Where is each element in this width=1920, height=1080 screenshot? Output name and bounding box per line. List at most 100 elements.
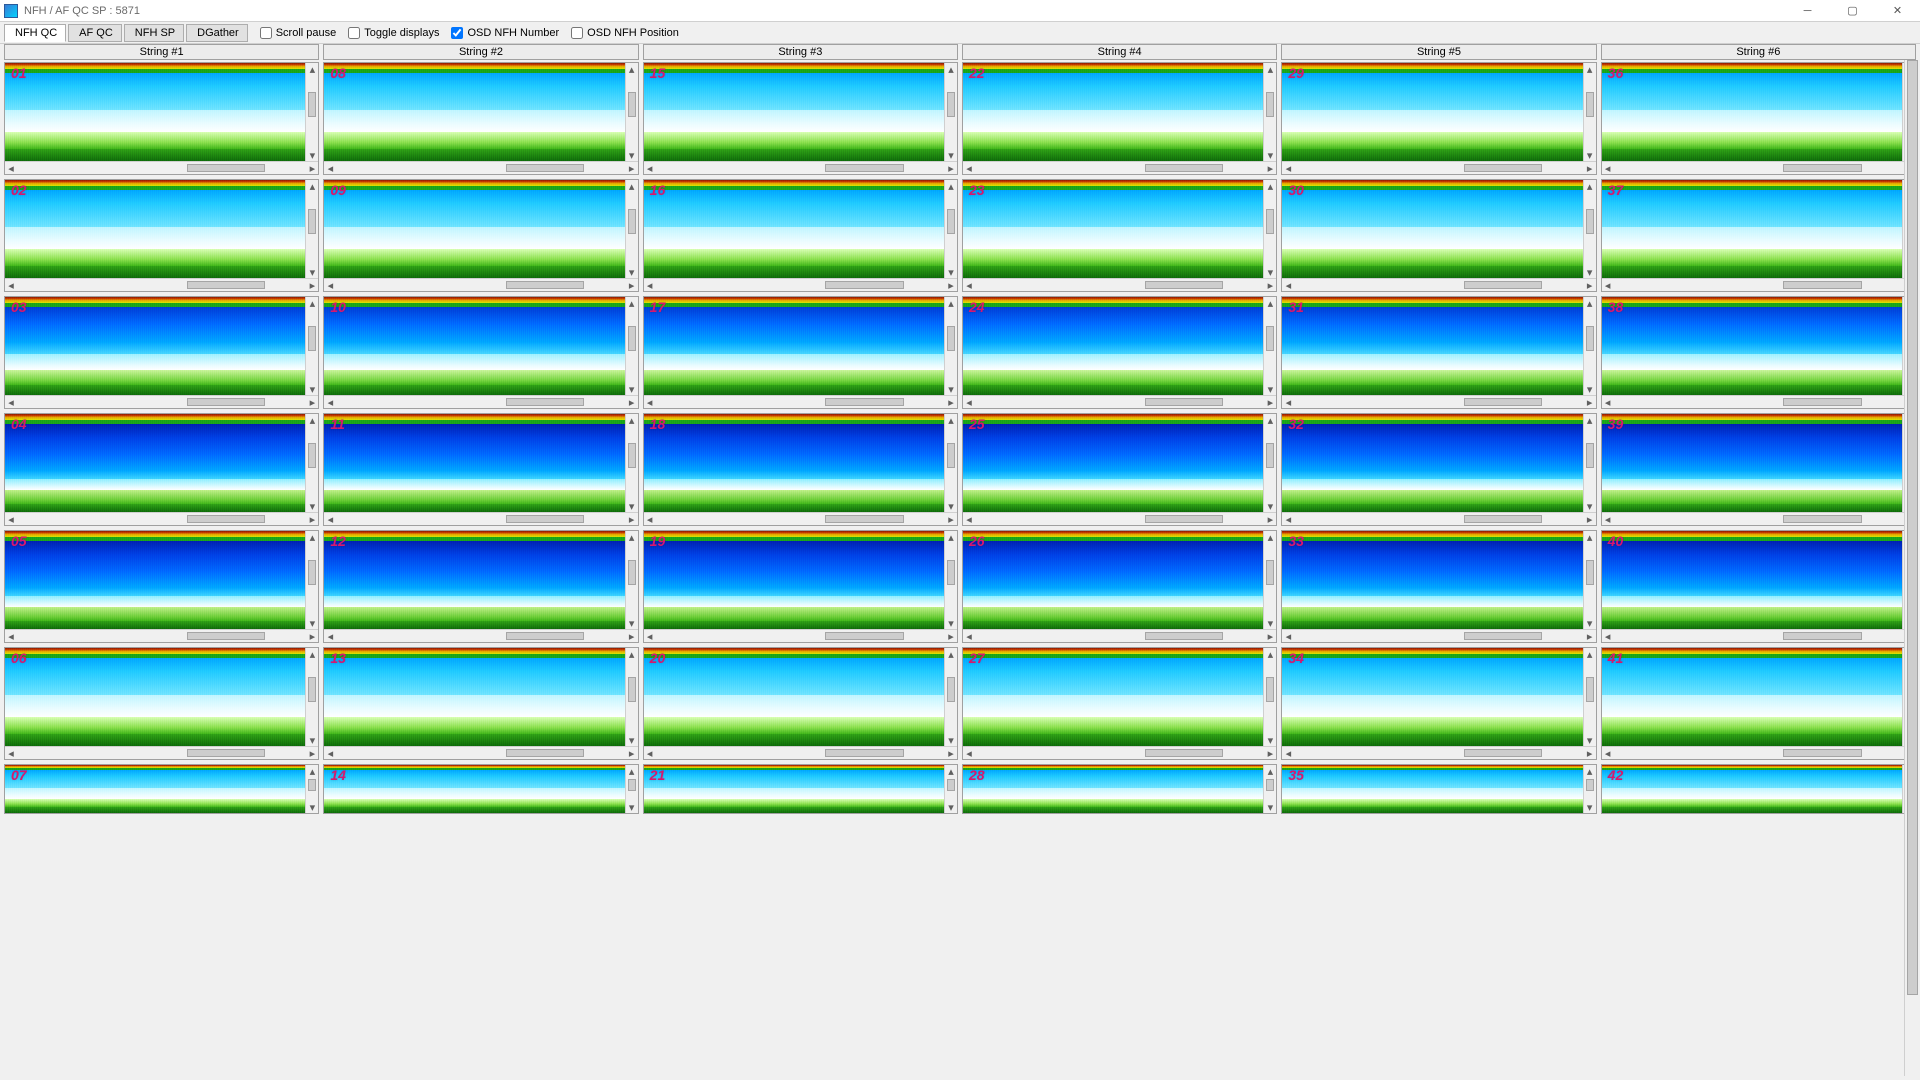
spectrogram-canvas[interactable]: 13 <box>324 648 624 746</box>
scrollbar-thumb[interactable] <box>308 92 316 117</box>
scrollbar-thumb[interactable] <box>1783 281 1861 289</box>
scroll-right-icon[interactable]: ▸ <box>306 162 318 174</box>
scroll-down-icon[interactable]: ▾ <box>1584 500 1596 512</box>
spectrogram-canvas[interactable]: 25 <box>963 414 1263 512</box>
scroll-left-icon[interactable]: ◂ <box>963 747 975 759</box>
panel-horizontal-scrollbar[interactable]: ◂▸ <box>963 629 1276 642</box>
scroll-down-icon[interactable]: ▾ <box>626 500 638 512</box>
spectrogram-canvas[interactable]: 10 <box>324 297 624 395</box>
panel-vertical-scrollbar[interactable]: ▴▾ <box>625 414 638 512</box>
scroll-right-icon[interactable]: ▸ <box>945 162 957 174</box>
scrollbar-thumb[interactable] <box>506 398 584 406</box>
spectrogram-canvas[interactable]: 18 <box>644 414 944 512</box>
scroll-left-icon[interactable]: ◂ <box>644 747 656 759</box>
spectrogram-canvas[interactable]: 29 <box>1282 63 1582 161</box>
tab-nfh-sp[interactable]: NFH SP <box>124 24 184 42</box>
scroll-left-icon[interactable]: ◂ <box>5 162 17 174</box>
scrollbar-thumb[interactable] <box>187 164 265 172</box>
scroll-down-icon[interactable]: ▾ <box>626 801 638 813</box>
panel-horizontal-scrollbar[interactable]: ◂▸ <box>1282 746 1595 759</box>
spectrogram-canvas[interactable]: 42 <box>1602 765 1902 813</box>
scrollbar-thumb[interactable] <box>628 779 636 791</box>
scrollbar-thumb[interactable] <box>308 779 316 791</box>
scrollbar-thumb[interactable] <box>1783 515 1861 523</box>
scroll-right-icon[interactable]: ▸ <box>945 513 957 525</box>
scroll-left-icon[interactable]: ◂ <box>5 279 17 291</box>
scrollbar-thumb[interactable] <box>825 632 903 640</box>
scroll-down-icon[interactable]: ▾ <box>1584 266 1596 278</box>
scroll-up-icon[interactable]: ▴ <box>1264 297 1276 309</box>
scrollbar-thumb[interactable] <box>1586 560 1594 585</box>
scroll-left-icon[interactable]: ◂ <box>5 747 17 759</box>
panel-vertical-scrollbar[interactable]: ▴▾ <box>1263 414 1276 512</box>
scrollbar-thumb[interactable] <box>1145 632 1223 640</box>
panel-vertical-scrollbar[interactable]: ▴▾ <box>305 297 318 395</box>
panel-vertical-scrollbar[interactable]: ▴▾ <box>1583 297 1596 395</box>
scroll-left-icon[interactable]: ◂ <box>644 396 656 408</box>
checkbox[interactable] <box>571 27 583 39</box>
scrollbar-thumb[interactable] <box>187 515 265 523</box>
spectrogram-canvas[interactable]: 11 <box>324 414 624 512</box>
scrollbar-thumb[interactable] <box>1783 632 1861 640</box>
scrollbar-thumb[interactable] <box>825 281 903 289</box>
scrollbar-thumb[interactable] <box>628 677 636 702</box>
scroll-up-icon[interactable]: ▴ <box>945 531 957 543</box>
scroll-left-icon[interactable]: ◂ <box>1282 396 1294 408</box>
panel-horizontal-scrollbar[interactable]: ◂▸ <box>1282 278 1595 291</box>
spectrogram-canvas[interactable]: 24 <box>963 297 1263 395</box>
scroll-down-icon[interactable]: ▾ <box>306 617 318 629</box>
scroll-left-icon[interactable]: ◂ <box>963 396 975 408</box>
panel-vertical-scrollbar[interactable]: ▴▾ <box>305 180 318 278</box>
panel-vertical-scrollbar[interactable]: ▴▾ <box>1263 531 1276 629</box>
scroll-down-icon[interactable]: ▾ <box>1264 617 1276 629</box>
scroll-up-icon[interactable]: ▴ <box>945 63 957 75</box>
spectrogram-canvas[interactable]: 40 <box>1602 531 1902 629</box>
scroll-right-icon[interactable]: ▸ <box>1584 747 1596 759</box>
scroll-down-icon[interactable]: ▾ <box>945 617 957 629</box>
scroll-right-icon[interactable]: ▸ <box>1584 279 1596 291</box>
scrollbar-thumb[interactable] <box>308 560 316 585</box>
scroll-right-icon[interactable]: ▸ <box>1584 513 1596 525</box>
scroll-right-icon[interactable]: ▸ <box>1584 396 1596 408</box>
scrollbar-thumb[interactable] <box>308 326 316 351</box>
panel-horizontal-scrollbar[interactable]: ◂▸ <box>324 629 637 642</box>
scroll-up-icon[interactable]: ▴ <box>306 63 318 75</box>
scroll-down-icon[interactable]: ▾ <box>1264 383 1276 395</box>
scroll-left-icon[interactable]: ◂ <box>963 162 975 174</box>
scroll-right-icon[interactable]: ▸ <box>306 396 318 408</box>
scroll-up-icon[interactable]: ▴ <box>945 648 957 660</box>
panel-horizontal-scrollbar[interactable]: ◂▸ <box>5 161 318 174</box>
scroll-down-icon[interactable]: ▾ <box>945 266 957 278</box>
scroll-up-icon[interactable]: ▴ <box>945 765 957 777</box>
panel-vertical-scrollbar[interactable]: ▴▾ <box>625 531 638 629</box>
spectrogram-canvas[interactable]: 39 <box>1602 414 1902 512</box>
scrollbar-thumb[interactable] <box>1145 515 1223 523</box>
scroll-up-icon[interactable]: ▴ <box>1584 648 1596 660</box>
scrollbar-thumb[interactable] <box>1586 92 1594 117</box>
scroll-up-icon[interactable]: ▴ <box>1584 297 1596 309</box>
spectrogram-canvas[interactable]: 04 <box>5 414 305 512</box>
panel-horizontal-scrollbar[interactable]: ◂▸ <box>1602 629 1915 642</box>
panel-vertical-scrollbar[interactable]: ▴▾ <box>305 765 318 813</box>
scroll-down-icon[interactable]: ▾ <box>306 266 318 278</box>
scroll-up-icon[interactable]: ▴ <box>626 414 638 426</box>
scrollbar-thumb[interactable] <box>628 209 636 234</box>
scroll-down-icon[interactable]: ▾ <box>306 734 318 746</box>
scroll-right-icon[interactable]: ▸ <box>626 162 638 174</box>
panel-horizontal-scrollbar[interactable]: ◂▸ <box>644 746 957 759</box>
scroll-down-icon[interactable]: ▾ <box>945 383 957 395</box>
panel-horizontal-scrollbar[interactable]: ◂▸ <box>644 629 957 642</box>
scroll-up-icon[interactable]: ▴ <box>1264 648 1276 660</box>
scrollbar-thumb[interactable] <box>308 209 316 234</box>
spectrogram-canvas[interactable]: 26 <box>963 531 1263 629</box>
panel-vertical-scrollbar[interactable]: ▴▾ <box>944 531 957 629</box>
panel-vertical-scrollbar[interactable]: ▴▾ <box>1263 648 1276 746</box>
panel-vertical-scrollbar[interactable]: ▴▾ <box>1583 414 1596 512</box>
scroll-left-icon[interactable]: ◂ <box>324 513 336 525</box>
scrollbar-thumb[interactable] <box>506 164 584 172</box>
scroll-right-icon[interactable]: ▸ <box>626 513 638 525</box>
spectrogram-canvas[interactable]: 21 <box>644 765 944 813</box>
scrollbar-thumb[interactable] <box>1464 632 1542 640</box>
spectrogram-canvas[interactable]: 12 <box>324 531 624 629</box>
scroll-down-icon[interactable]: ▾ <box>1264 500 1276 512</box>
